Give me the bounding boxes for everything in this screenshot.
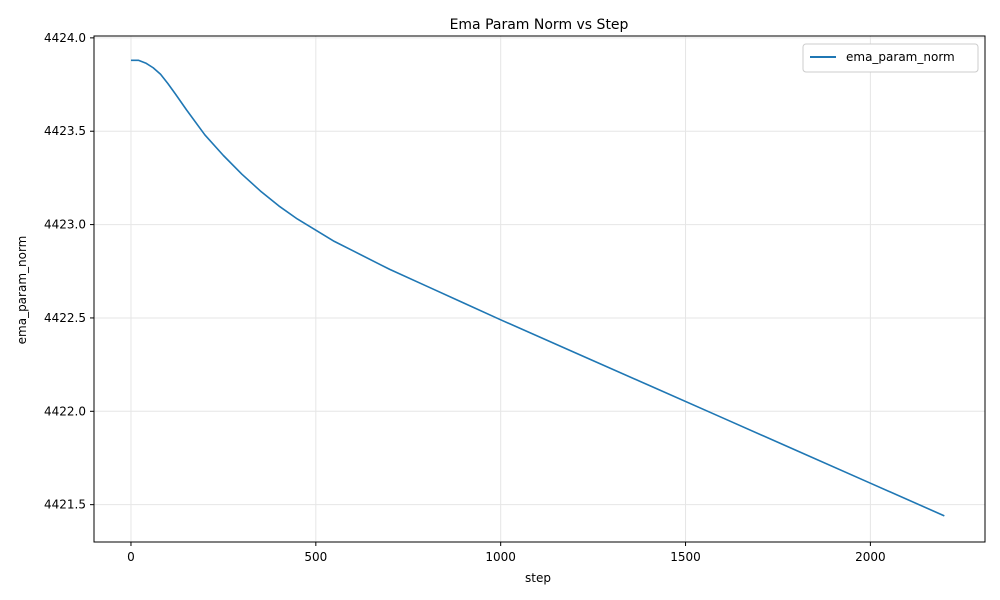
gridlines [94, 36, 985, 542]
y-tick-label: 4422.0 [44, 404, 86, 418]
y-tick-label: 4422.5 [44, 311, 86, 325]
y-axis-label: ema_param_norm [15, 236, 29, 345]
x-tick-label: 1000 [485, 550, 516, 564]
plot-area [130, 59, 945, 517]
x-tick-label: 500 [304, 550, 327, 564]
axes-frame [93, 35, 986, 543]
y-tick-label: 4423.5 [44, 124, 86, 138]
y-tick-label: 4421.5 [44, 498, 86, 512]
legend-box [802, 43, 979, 73]
x-tick-label: 1500 [670, 550, 701, 564]
x-tick-label: 2000 [855, 550, 886, 564]
y-tick-label: 4423.0 [44, 218, 86, 232]
chart-title: Ema Param Norm vs Step [450, 17, 629, 33]
series-line-ema_param_norm [130, 59, 945, 517]
legend: ema_param_norm [802, 43, 979, 73]
y-tick-label: 4424.0 [44, 31, 86, 45]
x-axis-label: step [525, 571, 551, 585]
ticks: 0 500 1000 1500 2000 4421.5 4422.0 4422.5 4423.0… [44, 31, 886, 564]
legend-label: ema_param_norm [846, 50, 955, 64]
x-tick-label: 0 [127, 550, 135, 564]
axes [93, 35, 986, 543]
